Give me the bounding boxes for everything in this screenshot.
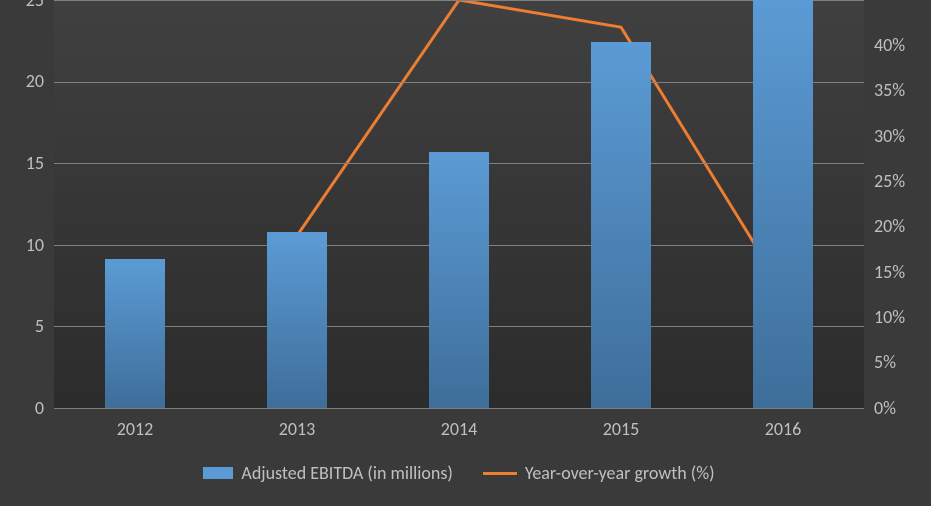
legend: Adjusted EBITDA (in millions) Year-over-… [54,462,864,484]
bar [429,152,489,408]
y2-axis-tick-label: 15% [874,261,905,283]
x-axis-tick-label: 2015 [603,418,640,440]
y2-axis-tick-label: 35% [874,79,905,101]
legend-label-line: Year-over-year growth (%) [525,462,715,484]
y2-axis-tick-label: 20% [874,215,905,237]
bar [267,232,327,408]
y-axis-tick-label: 20 [0,70,44,92]
y-axis-tick-label: 10 [0,234,44,256]
y2-axis-tick-label: 25% [874,170,905,192]
legend-swatch-bar [203,467,233,479]
y2-axis-tick-label: 40% [874,34,905,56]
y-axis-tick-label: 25 [0,0,44,11]
gridline [54,408,864,409]
x-axis-tick-label: 2014 [441,418,478,440]
y2-axis-tick-label: 30% [874,125,905,147]
y2-axis-tick-label: 10% [874,306,905,328]
y-axis-tick-label: 0 [0,397,44,419]
chart-container: Adjusted EBITDA (in millions) Year-over-… [0,0,931,506]
legend-item-bar: Adjusted EBITDA (in millions) [203,462,452,484]
y2-axis-tick-label: 5% [874,351,896,373]
x-axis-tick-label: 2016 [765,418,802,440]
bar [591,42,651,408]
bar [753,0,813,408]
legend-label-bar: Adjusted EBITDA (in millions) [241,462,452,484]
y-axis-tick-label: 15 [0,152,44,174]
y-axis-tick-label: 5 [0,315,44,337]
legend-swatch-line [483,472,517,475]
bar [105,259,165,408]
gridline [54,82,864,83]
x-axis-tick-label: 2013 [279,418,316,440]
y2-axis-tick-label: 0% [874,397,896,419]
gridline [54,0,864,1]
x-axis-tick-label: 2012 [117,418,154,440]
legend-item-line: Year-over-year growth (%) [483,462,715,484]
